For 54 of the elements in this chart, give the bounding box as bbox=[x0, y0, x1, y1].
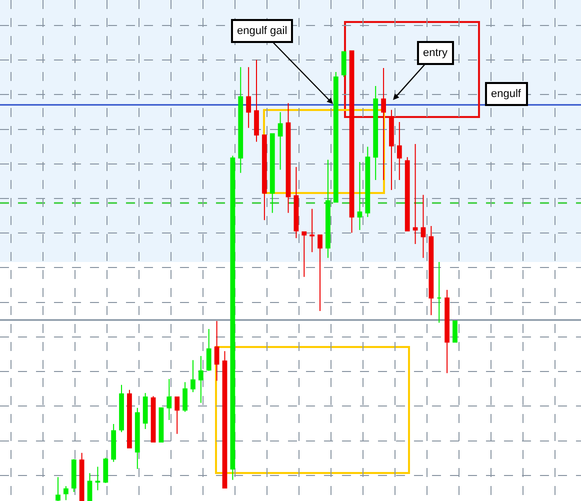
candlestick bbox=[365, 146, 370, 218]
candlestick bbox=[222, 350, 228, 488]
candlestick bbox=[190, 360, 196, 393]
candlestick bbox=[444, 289, 450, 374]
candlestick bbox=[254, 59, 259, 142]
candlestick bbox=[310, 208, 315, 253]
candlestick bbox=[278, 112, 283, 170]
text: engulf bbox=[491, 88, 522, 100]
candlestick bbox=[412, 144, 418, 244]
candlestick bbox=[134, 407, 140, 470]
candlestick bbox=[87, 472, 92, 501]
candlestick bbox=[420, 194, 426, 258]
candlestick bbox=[150, 396, 156, 443]
candlestick bbox=[270, 133, 275, 214]
candlestick bbox=[174, 396, 180, 434]
candlestick bbox=[198, 356, 204, 404]
candlestick bbox=[238, 66, 244, 174]
candlestick bbox=[206, 328, 212, 372]
candlestick bbox=[103, 457, 108, 484]
candlestick bbox=[158, 407, 164, 443]
candlestick bbox=[56, 476, 60, 501]
candlestick bbox=[326, 159, 330, 258]
candlestick bbox=[389, 109, 394, 190]
candlestick bbox=[436, 261, 442, 324]
candlestick bbox=[333, 72, 338, 203]
candlestick bbox=[95, 466, 100, 491]
candlestick bbox=[71, 458, 76, 492]
candlestick bbox=[396, 121, 402, 181]
candlestick bbox=[286, 102, 291, 214]
candlestick bbox=[246, 66, 252, 128]
candlestick bbox=[63, 486, 68, 501]
candlestick bbox=[262, 134, 267, 221]
candlestick bbox=[142, 392, 148, 430]
candlestick bbox=[373, 85, 378, 181]
candlestick bbox=[428, 225, 434, 316]
candlestick bbox=[452, 320, 458, 343]
candlestick bbox=[111, 424, 116, 462]
candlestick bbox=[214, 320, 220, 382]
candlestick bbox=[357, 162, 362, 231]
candlestick bbox=[166, 378, 172, 420]
candlestick bbox=[79, 452, 84, 501]
candlestick bbox=[349, 50, 354, 234]
candlestick bbox=[127, 389, 132, 448]
candlestick bbox=[294, 166, 299, 239]
candlestick bbox=[302, 231, 307, 278]
text: engulf gail bbox=[237, 25, 288, 37]
candlestick bbox=[119, 384, 124, 433]
annotation: entry bbox=[423, 47, 448, 59]
candlestick bbox=[381, 67, 386, 181]
candlestick bbox=[182, 382, 188, 412]
candlestick bbox=[341, 51, 346, 78]
candlestick bbox=[230, 155, 236, 480]
candlestick bbox=[318, 234, 322, 312]
candlestick bbox=[404, 156, 410, 232]
